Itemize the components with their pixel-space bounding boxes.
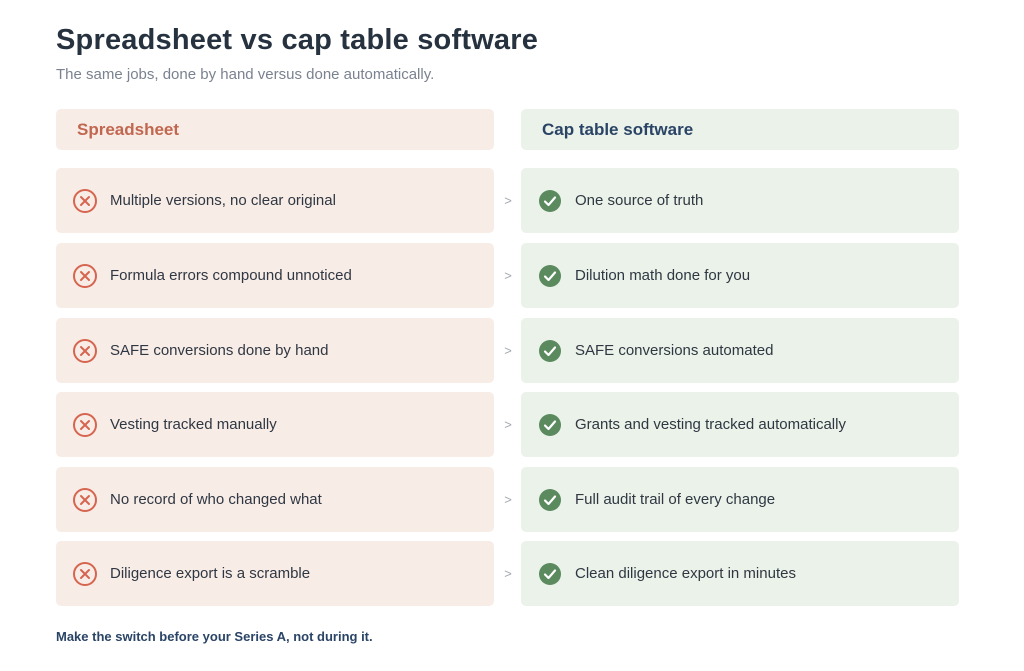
problem-text: SAFE conversions done by hand [110,342,329,359]
solution-text: Clean diligence export in minutes [575,565,796,582]
solution-text: Full audit trail of every change [575,491,776,508]
x-circle-icon [72,188,98,214]
solution-cell: Grants and vesting tracked automatically [521,392,959,457]
column-header-cap-table-software: Cap table software [521,109,959,150]
comparison-row: No record of who changed what > Full aud… [56,467,960,532]
x-circle-icon [72,561,98,587]
arrow-icon: > [504,193,512,208]
solution-text: Dilution math done for you [575,267,751,284]
comparison-row: Diligence export is a scramble > Clean d… [56,541,960,606]
check-circle-icon [539,488,561,511]
column-header-spreadsheet: Spreadsheet [56,109,494,150]
solution-text: Grants and vesting tracked automatically [575,416,846,433]
x-circle-icon [72,338,98,364]
comparison-row: Multiple versions, no clear original > O… [56,168,960,233]
comparison-row: Vesting tracked manually > Grants and ve… [56,392,960,457]
problem-text: Diligence export is a scramble [110,565,311,582]
problem-text: Multiple versions, no clear original [110,192,336,209]
check-circle-icon [539,339,561,362]
problem-text: No record of who changed what [110,491,322,508]
solution-text: SAFE conversions automated [575,342,774,359]
solution-cell: One source of truth [521,168,959,233]
solution-text: One source of truth [575,192,704,209]
arrow-icon: > [504,492,512,507]
check-circle-icon [539,189,561,212]
problem-cell: Formula errors compound unnoticed [56,243,494,308]
comparison-row: Formula errors compound unnoticed > Dilu… [56,243,960,308]
problem-text: Formula errors compound unnoticed [110,267,352,284]
arrow-icon: > [504,417,512,432]
arrow-icon: > [504,566,512,581]
problem-cell: Vesting tracked manually [56,392,494,457]
problem-cell: Diligence export is a scramble [56,541,494,606]
footer-callout: Make the switch before your Series A, no… [56,629,373,644]
check-circle-icon [539,264,561,287]
x-circle-icon [72,412,98,438]
solution-cell: Clean diligence export in minutes [521,541,959,606]
arrow-icon: > [504,268,512,283]
check-circle-icon [539,562,561,585]
check-circle-icon [539,413,561,436]
arrow-icon: > [504,343,512,358]
solution-cell: Full audit trail of every change [521,467,959,532]
problem-text: Vesting tracked manually [110,416,277,433]
x-circle-icon [72,263,98,289]
solution-cell: SAFE conversions automated [521,318,959,383]
problem-cell: SAFE conversions done by hand [56,318,494,383]
comparison-row: SAFE conversions done by hand > SAFE con… [56,318,960,383]
x-circle-icon [72,487,98,513]
solution-cell: Dilution math done for you [521,243,959,308]
page-title: Spreadsheet vs cap table software [56,24,539,56]
page-subtitle: The same jobs, done by hand versus done … [56,66,435,83]
problem-cell: No record of who changed what [56,467,494,532]
problem-cell: Multiple versions, no clear original [56,168,494,233]
